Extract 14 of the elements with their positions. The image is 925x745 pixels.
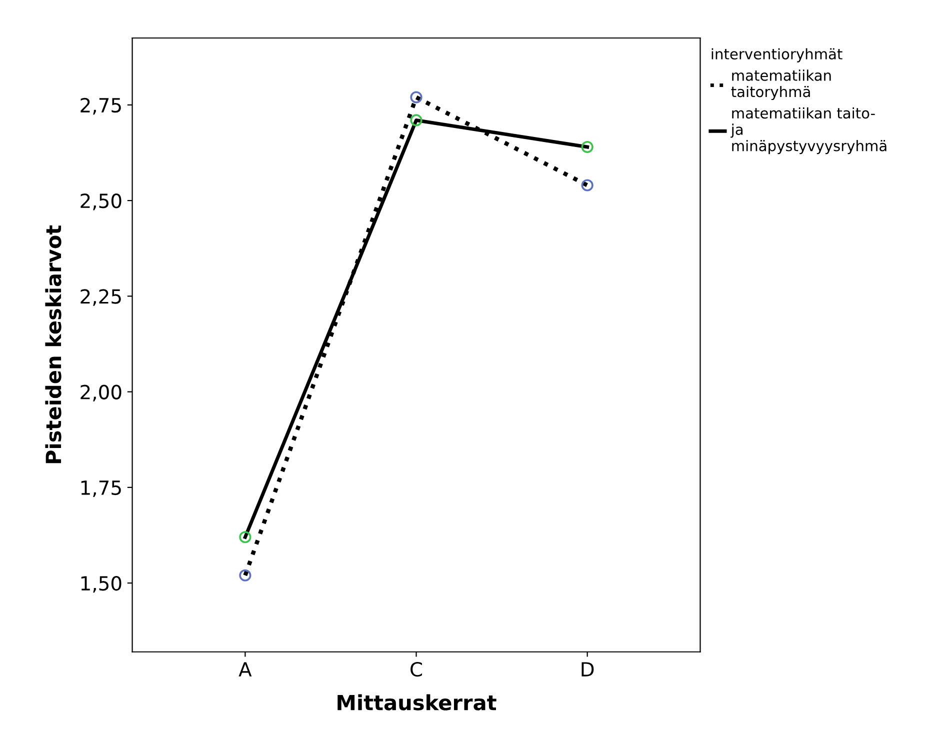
legend-label: matematiikan taito- ja minäpystyvyysryhmä [730, 107, 886, 154]
legend-label: matematiikan taitoryhmä [731, 70, 831, 100]
y-tick-label: 2,75 [80, 98, 121, 115]
y-tick-label: 2,00 [80, 384, 122, 402]
x-tick-label: D [582, 662, 594, 676]
y-axis-title: Pisteiden keskiarvot [45, 225, 62, 464]
x-tick-label: A [238, 662, 252, 676]
y-tick-label: 2,50 [80, 194, 122, 210]
y-tick-label: 1,50 [81, 576, 122, 593]
x-tick-label: C [410, 662, 422, 677]
legend-title: interventioryhmät [712, 48, 842, 62]
x-axis-title: Mittauskerrat [338, 694, 496, 710]
y-tick-label: 1,75 [81, 480, 121, 498]
y-tick-label: 2,25 [80, 289, 121, 306]
